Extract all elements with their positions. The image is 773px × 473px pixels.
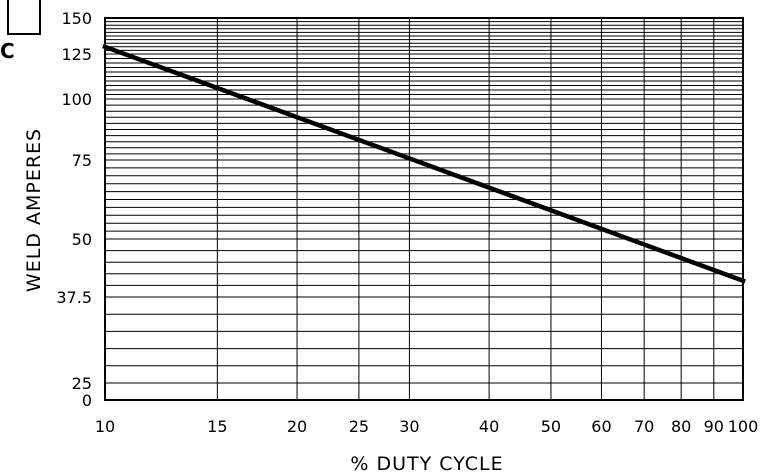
x-tick-label: 30: [399, 417, 419, 436]
duty-cycle-line: [102, 43, 746, 284]
y-tick-label: 125: [61, 45, 92, 64]
x-tick-label: 40: [479, 417, 499, 436]
y-tick-labels: 025 37.5 50 75 100 125 150: [56, 9, 92, 410]
y-tick-label: 100: [61, 90, 92, 109]
minor-gridlines: [105, 17, 743, 384]
y-tick-label: 0: [82, 391, 92, 410]
y-axis-label: WELD AMPERES: [23, 128, 45, 292]
cropped-bracket: [7, 0, 41, 35]
x-tick-label: 90: [704, 417, 724, 436]
series-lines: [102, 43, 746, 284]
x-tick-label: 100: [728, 417, 759, 436]
y-tick-label: 25: [72, 374, 92, 393]
y-tick-label: 50: [72, 230, 92, 249]
x-tick-label: 50: [541, 417, 561, 436]
x-tick-label: 15: [207, 417, 227, 436]
y-tick-label: 75: [72, 151, 92, 170]
x-tick-label: 20: [287, 417, 307, 436]
plot-frame: [104, 17, 744, 401]
x-tick-labels: 10 15 20 25 30 40 50 60 70 80 90 100: [95, 417, 758, 436]
cropped-fragment-letter: C: [0, 39, 15, 63]
x-tick-label: 80: [671, 417, 691, 436]
x-tick-label: 25: [349, 417, 369, 436]
x-axis-label: % DUTY CYCLE: [350, 453, 503, 473]
y-tick-label: 37.5: [56, 288, 92, 307]
x-tick-label: 10: [95, 417, 115, 436]
x-tick-label: 70: [634, 417, 654, 436]
y-tick-label: 150: [61, 9, 92, 28]
x-tick-label: 60: [591, 417, 611, 436]
x-gridlines: [104, 18, 744, 400]
